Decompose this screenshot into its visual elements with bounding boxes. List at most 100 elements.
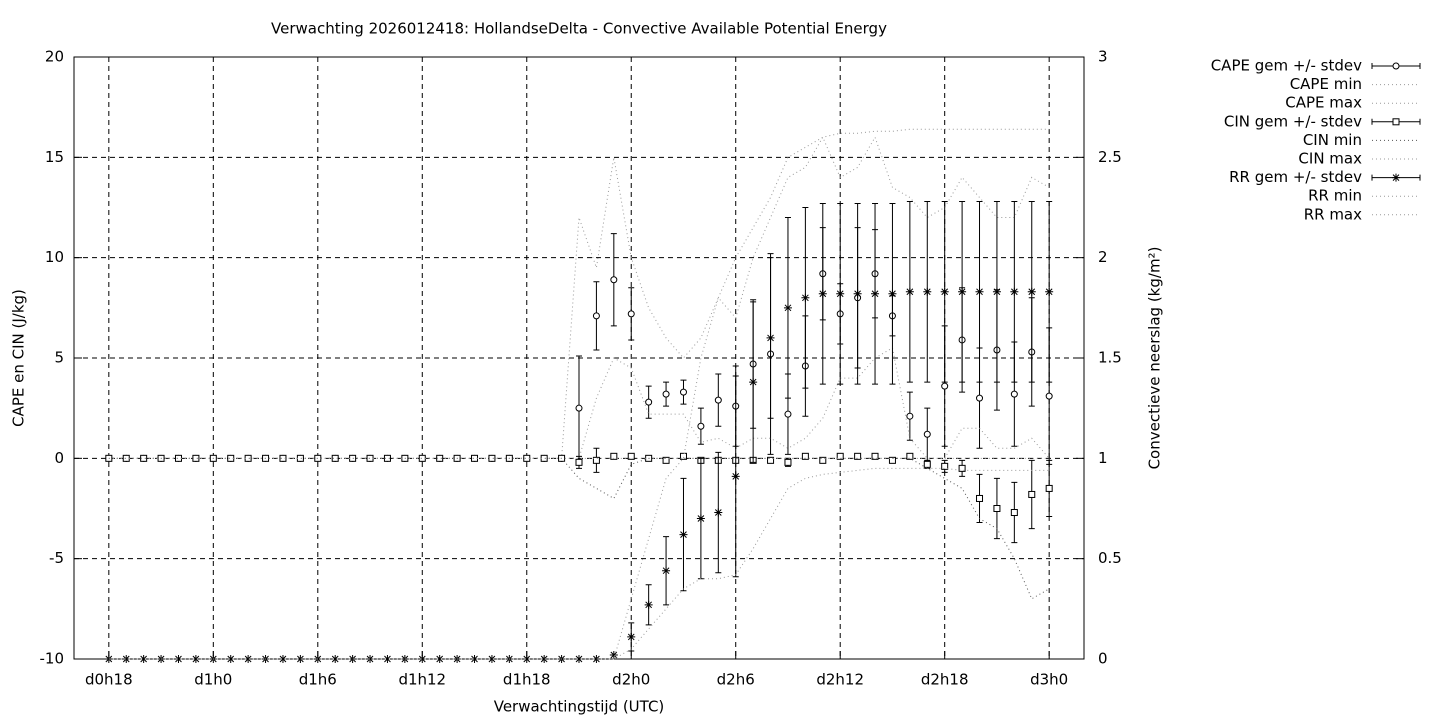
legend-marker	[1392, 118, 1400, 126]
marker	[522, 655, 531, 663]
marker	[958, 287, 967, 296]
marker	[174, 454, 182, 462]
marker	[853, 289, 862, 298]
marker	[610, 452, 618, 460]
marker	[1045, 287, 1054, 296]
y-tick-label: 5	[54, 349, 64, 367]
marker	[731, 472, 740, 481]
marker	[923, 430, 931, 438]
y2-axis-label: Convectieve neerslag (kg/m²)	[1146, 247, 1164, 470]
marker	[279, 454, 287, 462]
marker	[1010, 390, 1018, 398]
marker	[679, 530, 688, 539]
x-tick-label: d3h0	[1030, 671, 1068, 689]
marker	[348, 655, 357, 663]
x-tick-label: d1h0	[194, 671, 232, 689]
marker	[1010, 287, 1019, 296]
legend-label: CAPE max	[1285, 94, 1362, 112]
marker	[906, 412, 914, 420]
x-tick-label: d2h0	[612, 671, 650, 689]
y2-tick-label: 2	[1098, 248, 1108, 266]
marker	[366, 454, 374, 462]
marker	[331, 655, 340, 663]
marker	[975, 287, 984, 296]
marker	[471, 454, 479, 462]
y-tick-label: -10	[40, 650, 65, 668]
marker	[993, 505, 1001, 512]
marker	[818, 289, 827, 298]
line	[108, 128, 1050, 660]
legend-label: CIN max	[1298, 150, 1362, 168]
marker	[609, 650, 618, 659]
legend-label: CAPE min	[1290, 75, 1362, 93]
marker	[958, 464, 966, 472]
marker	[627, 632, 636, 641]
marker	[296, 454, 304, 462]
marker	[627, 452, 635, 460]
y2-tick-label: 0	[1098, 650, 1108, 668]
marker	[819, 456, 827, 464]
y-axis-label: CAPE en CIN (J/kg)	[10, 289, 28, 427]
marker	[191, 655, 200, 663]
marker	[801, 293, 810, 302]
marker	[905, 287, 914, 296]
legend-marker	[1392, 173, 1400, 182]
marker	[122, 454, 130, 462]
marker	[610, 276, 618, 284]
marker	[992, 287, 1001, 296]
marker	[139, 655, 148, 663]
y-tick-label: 10	[45, 248, 64, 266]
x-tick-label: d1h12	[398, 671, 446, 689]
marker	[592, 456, 600, 464]
marker	[976, 494, 984, 502]
marker	[488, 454, 496, 462]
marker	[662, 566, 671, 575]
y-tick-label: 15	[45, 148, 64, 166]
line	[108, 457, 1050, 600]
legend-label: CIN min	[1303, 131, 1362, 149]
legend-label: CIN gem +/- stdev	[1224, 112, 1362, 130]
x-tick-label: d1h18	[503, 671, 551, 689]
marker	[801, 452, 809, 460]
marker	[1027, 287, 1036, 296]
marker	[888, 456, 896, 464]
marker	[540, 454, 548, 462]
y-tick-label: 20	[45, 48, 64, 66]
chart-title: Verwachting 2026012418: HollandseDelta -…	[271, 20, 887, 38]
marker	[226, 655, 235, 663]
marker	[714, 396, 722, 404]
marker	[714, 508, 723, 517]
marker	[679, 388, 687, 396]
marker	[366, 655, 375, 663]
legend-label: RR max	[1304, 205, 1362, 223]
x-tick-label: d2h18	[921, 671, 969, 689]
marker	[697, 422, 705, 430]
marker	[941, 462, 949, 470]
x-axis-label: Verwachtingstijd (UTC)	[494, 698, 665, 716]
marker	[227, 454, 235, 462]
marker	[1010, 509, 1018, 517]
marker	[696, 514, 705, 523]
marker	[940, 287, 949, 296]
marker	[783, 303, 792, 312]
marker	[662, 390, 670, 398]
marker	[941, 382, 949, 390]
marker	[854, 452, 862, 460]
legend-marker	[1392, 62, 1400, 70]
x-tick-label: d2h6	[717, 671, 755, 689]
marker	[627, 310, 635, 318]
y2-tick-label: 2.5	[1098, 148, 1122, 166]
marker	[122, 655, 131, 663]
y2-tick-label: 1	[1098, 449, 1108, 467]
x-tick-label: d2h12	[816, 671, 864, 689]
marker	[679, 452, 687, 460]
marker	[383, 454, 391, 462]
marker	[418, 454, 426, 462]
y2-tick-label: 3	[1098, 48, 1108, 66]
marker	[871, 452, 879, 460]
marker	[296, 655, 305, 663]
marker	[244, 454, 252, 462]
legend-label: RR min	[1308, 187, 1362, 205]
marker	[784, 458, 792, 466]
y-tick-label: 0	[54, 449, 64, 467]
